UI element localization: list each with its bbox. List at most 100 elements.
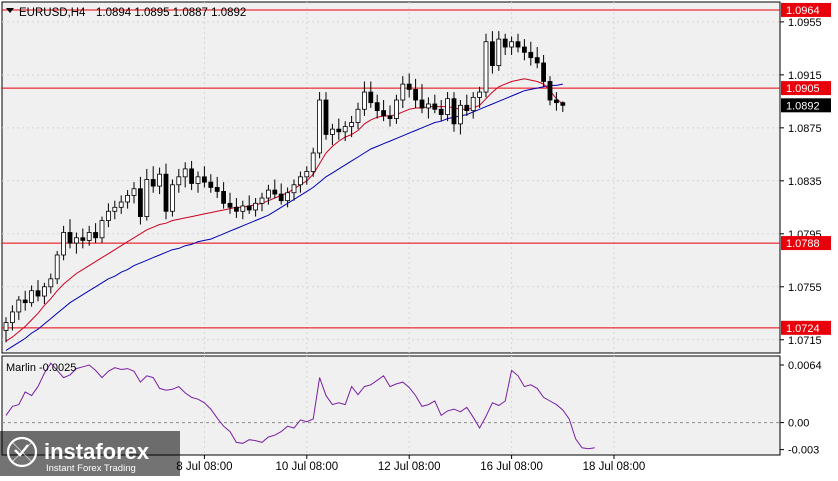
osc-tick-label: -0.003: [788, 445, 819, 457]
candle: [182, 162, 188, 188]
candle: [291, 179, 297, 201]
candle-body: [502, 38, 508, 48]
candle-body: [361, 91, 367, 110]
candle-body: [227, 202, 233, 208]
candle-body: [240, 205, 246, 212]
candle-body: [496, 38, 502, 66]
candle: [61, 225, 66, 261]
candle-body: [323, 99, 329, 135]
osc-tick-label: 0.00: [788, 418, 809, 430]
candle-body: [528, 51, 534, 59]
candle: [93, 223, 98, 244]
candle: [118, 195, 124, 214]
candle-body: [445, 98, 451, 115]
candle-body: [67, 232, 73, 244]
candle: [48, 273, 54, 294]
osc-tick-label: 0.0064: [788, 360, 822, 372]
candle: [310, 147, 316, 177]
candle: [221, 182, 227, 209]
candle-body: [425, 103, 431, 109]
candle-body: [336, 128, 342, 133]
candle: [201, 166, 207, 188]
candle: [464, 94, 470, 116]
candle: [9, 305, 15, 331]
candles: [3, 31, 566, 343]
candle-body: [413, 89, 419, 101]
chart-header: EURUSD,H4 1.0894 1.0895 1.0887 1.0892: [6, 7, 246, 19]
candle: [80, 228, 86, 249]
candle: [144, 168, 150, 221]
candle: [265, 184, 271, 205]
time-tick-label: 10 Jul 08:00: [275, 461, 338, 473]
collapse-triangle-icon[interactable]: [6, 8, 14, 13]
candle: [451, 92, 457, 132]
price-axis: 1.09551.09151.08751.08351.07951.07551.07…: [780, 17, 822, 347]
candle: [227, 192, 233, 214]
candle: [42, 282, 47, 304]
candle-body: [42, 286, 47, 297]
candle: [125, 190, 130, 209]
candle-body: [93, 232, 98, 239]
candle-body: [349, 122, 355, 127]
candle-body: [304, 171, 310, 178]
candle: [112, 200, 118, 220]
candle-body: [195, 176, 201, 184]
level-tag-label: 1.0724: [786, 323, 820, 335]
candle-body: [80, 237, 86, 241]
candle-body: [489, 41, 495, 66]
current-price-label: 1.0892: [786, 100, 820, 112]
candle-body: [22, 299, 28, 304]
price-tick-label: 1.0715: [788, 335, 822, 347]
candle-body: [61, 232, 66, 256]
candle: [342, 121, 348, 142]
candle: [297, 171, 303, 193]
candle-body: [16, 299, 22, 313]
candle-body: [150, 179, 156, 187]
candle-body: [214, 187, 220, 192]
candle-body: [515, 41, 521, 48]
watermark-backdrop: [0, 431, 180, 476]
candle-body: [86, 232, 92, 241]
candle-body: [368, 91, 374, 104]
time-tick-label: 18 Jul 08:00: [583, 461, 646, 473]
candle-body: [189, 168, 195, 184]
candle-body: [560, 102, 566, 106]
price-tick-label: 1.0875: [788, 123, 822, 135]
candle-body: [112, 206, 118, 212]
candle: [86, 225, 92, 246]
candle-body: [457, 104, 463, 125]
candle: [502, 33, 508, 55]
candle-body: [522, 46, 527, 53]
candle-body: [477, 91, 483, 98]
slow-moving-average-line: [5, 83, 563, 351]
candle: [393, 94, 399, 124]
candle-body: [310, 152, 316, 172]
level-tag-label: 1.0788: [786, 238, 820, 250]
horizontal-levels: [2, 9, 780, 329]
candle: [99, 216, 105, 244]
price-tick-label: 1.0955: [788, 17, 822, 29]
candle-body: [317, 99, 323, 154]
candle-body: [106, 210, 111, 221]
moving-averages: [5, 78, 564, 351]
candle-body: [534, 57, 540, 64]
candle: [240, 200, 246, 220]
oscillator-line: [5, 362, 595, 450]
candle-body: [285, 192, 291, 202]
candle: [374, 94, 380, 119]
candle-body: [3, 322, 9, 331]
candle-body: [387, 115, 393, 119]
candle-body: [470, 96, 476, 112]
candle: [413, 78, 419, 108]
candle: [534, 47, 540, 69]
candle: [470, 92, 476, 119]
candle: [541, 54, 546, 87]
candle: [189, 160, 195, 191]
price-tick-label: 1.0755: [788, 282, 822, 294]
candle-body: [233, 206, 239, 212]
candle-body: [451, 98, 457, 125]
candle: [176, 168, 182, 193]
candle: [323, 92, 329, 140]
candle: [387, 105, 393, 127]
candle-body: [137, 188, 143, 217]
